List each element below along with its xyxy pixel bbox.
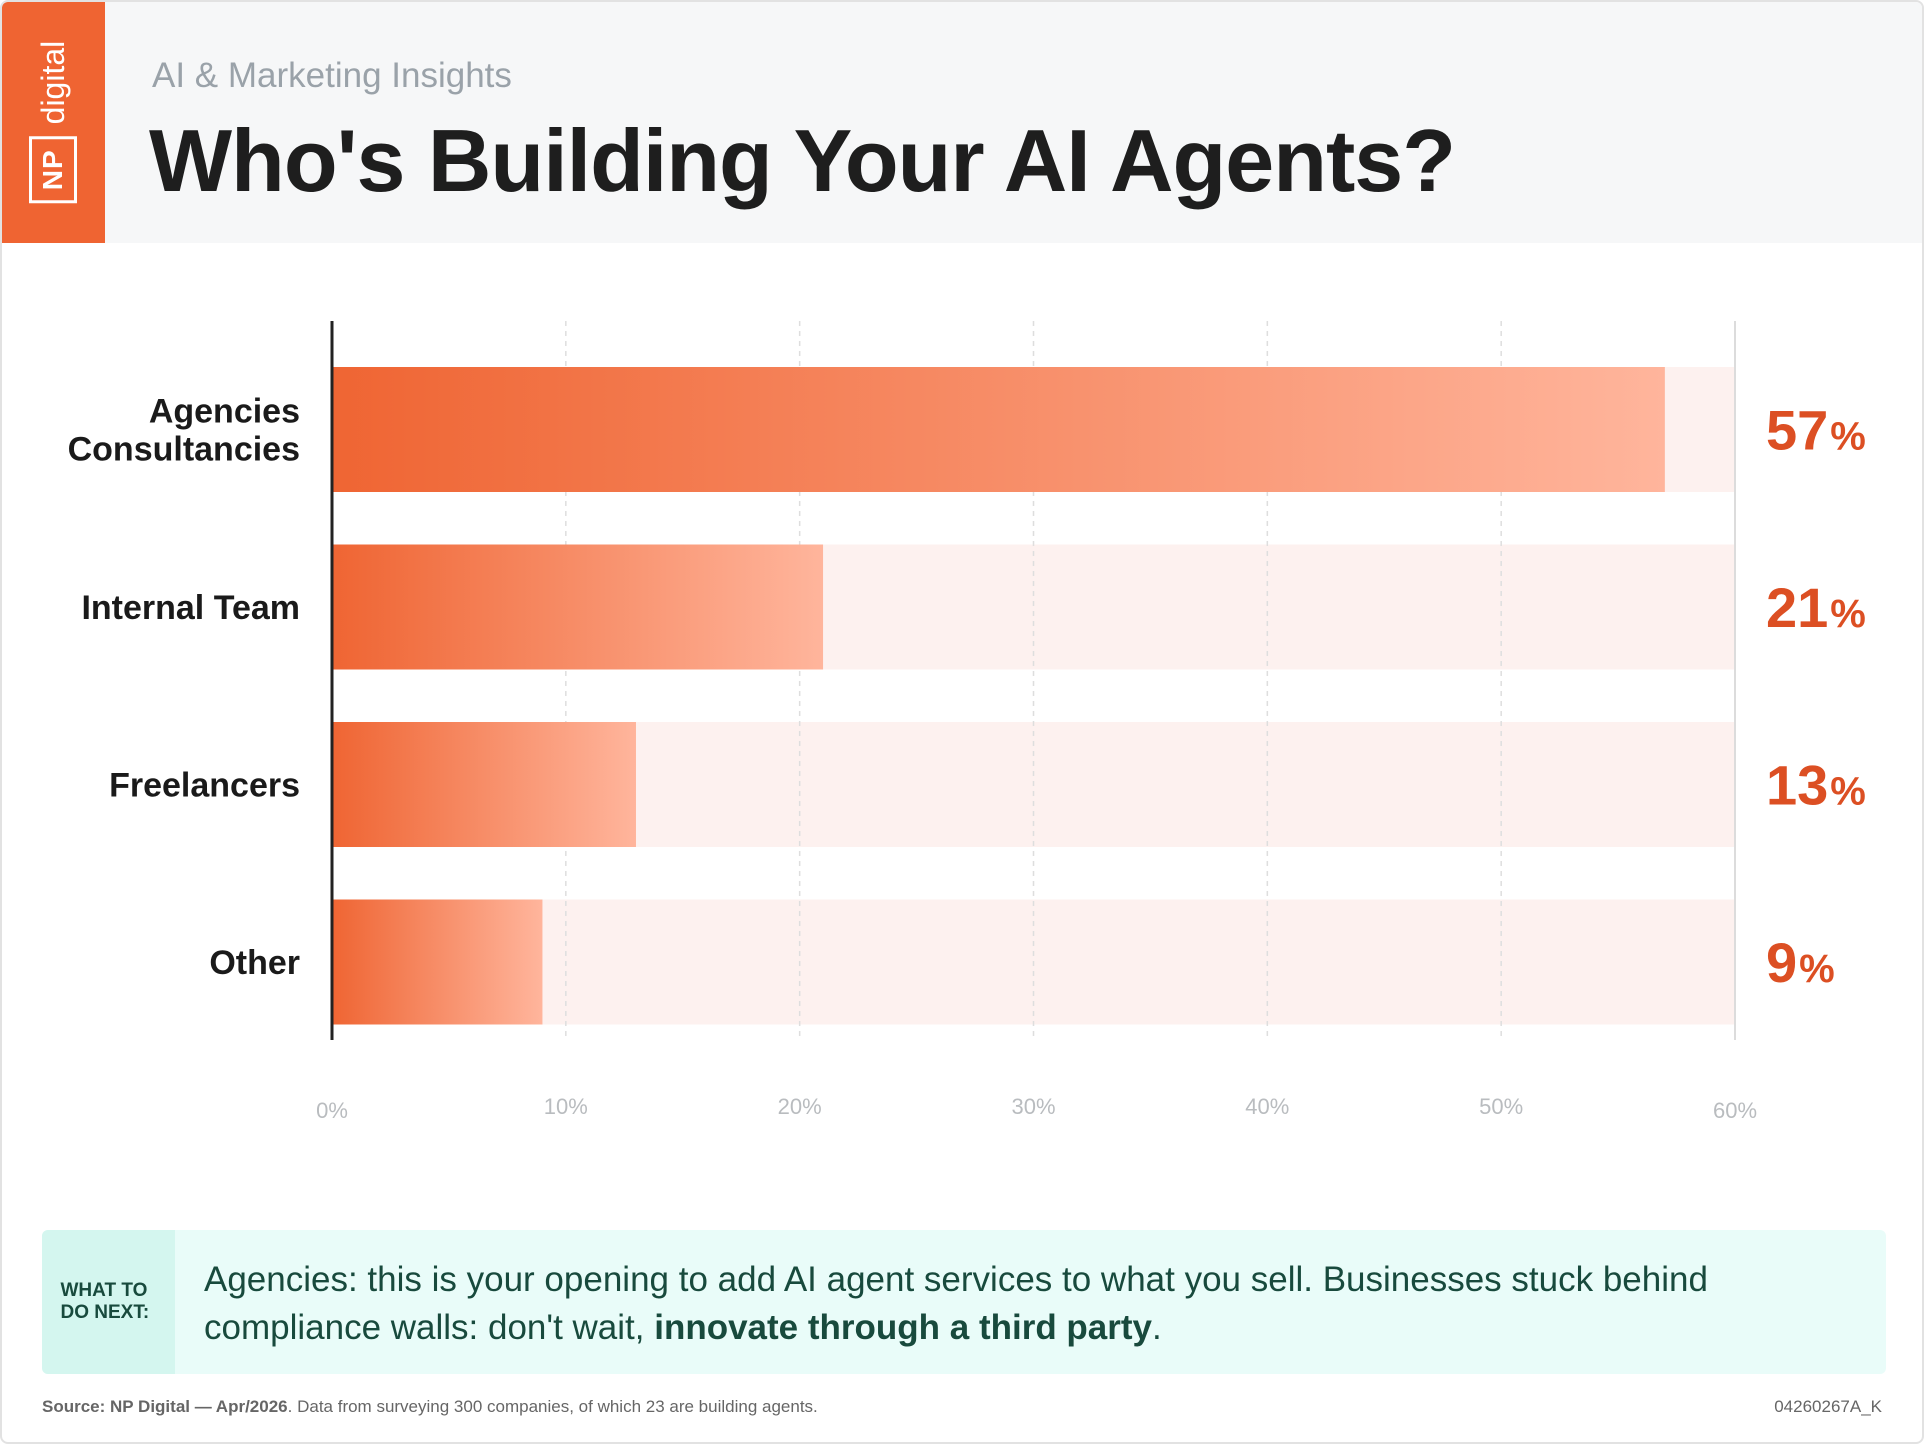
callout-text-end: . [1152,1308,1162,1347]
footer-source-rest: . Data from surveying 300 companies, of … [287,1397,818,1416]
bar-chart: Agencies Consultancies 57% Internal Team 21%… [68,321,1866,1123]
x-tick-label: 40% [1245,1094,1289,1119]
value-percent-sign: % [1830,592,1866,636]
value-label: 57% [1766,399,1866,462]
category-label-line: Agencies [149,393,300,431]
logo-np-text: NP [29,136,77,204]
labels-layer: Agencies Consultancies 57% Internal Team 21%… [68,393,1866,995]
category-label: Internal Team [81,589,300,627]
callout-text-start: Agencies: this is your opening to add AI… [204,1260,1708,1347]
category-label-line: Other [209,944,300,982]
category-label-line: Internal Team [81,589,300,627]
value-percent-sign: % [1830,770,1866,814]
footer-source: Source: NP Digital — Apr/2026. Data from… [42,1397,818,1417]
value-percent-sign: % [1799,947,1835,991]
bar [332,367,1665,492]
np-digital-logo: NP digital [2,2,105,243]
value-number: 57 [1766,399,1828,462]
what-to-do-next-callout: WHAT TO DO NEXT: Agencies: this is your … [42,1230,1886,1374]
value-number: 13 [1766,754,1828,817]
logo-digital-text: digital [35,40,71,125]
x-tick-label: 30% [1011,1094,1055,1119]
x-tick-label: 50% [1479,1094,1523,1119]
callout-text-emphasis: innovate through a third party [654,1308,1153,1347]
value-percent-sign: % [1830,415,1866,459]
callout-tag: WHAT TO DO NEXT: [42,1230,175,1374]
x-tick-label: 60% [1713,1098,1757,1123]
bar [332,722,636,847]
bar [332,899,543,1025]
category-label-line: Consultancies [68,431,300,469]
category-label-line: Freelancers [109,767,300,805]
page-title: Who's Building Your AI Agents? [149,111,1456,210]
category-label: Freelancers [109,767,300,805]
value-label: 13% [1766,754,1866,817]
x-tick-label: 20% [778,1094,822,1119]
footer-source-bold: Source: NP Digital — Apr/2026 [42,1397,288,1416]
bar [332,544,824,670]
value-number: 21 [1766,576,1828,639]
callout-text: Agencies: this is your opening to add AI… [204,1256,1844,1352]
value-number: 9 [1766,931,1797,994]
kicker-text: AI & Marketing Insights [152,56,512,95]
category-label: Agencies Consultancies [68,393,300,469]
footer-code: 04260267A_K [1774,1397,1882,1416]
header: NP digital AI & Marketing Insights Who's… [2,2,1922,243]
logo-mark: NP digital [29,41,77,204]
ticks-layer: 0% 10% 20% 30% 40% 50% 60% [316,321,1757,1123]
callout-tag-text: WHAT TO DO NEXT: [60,1280,150,1323]
x-tick-label: 0% [316,1098,348,1123]
x-tick-label: 10% [544,1094,588,1119]
value-label: 21% [1766,576,1866,639]
bars-layer [332,367,1665,1025]
value-label: 9% [1766,931,1835,994]
category-label: Other [209,944,300,982]
